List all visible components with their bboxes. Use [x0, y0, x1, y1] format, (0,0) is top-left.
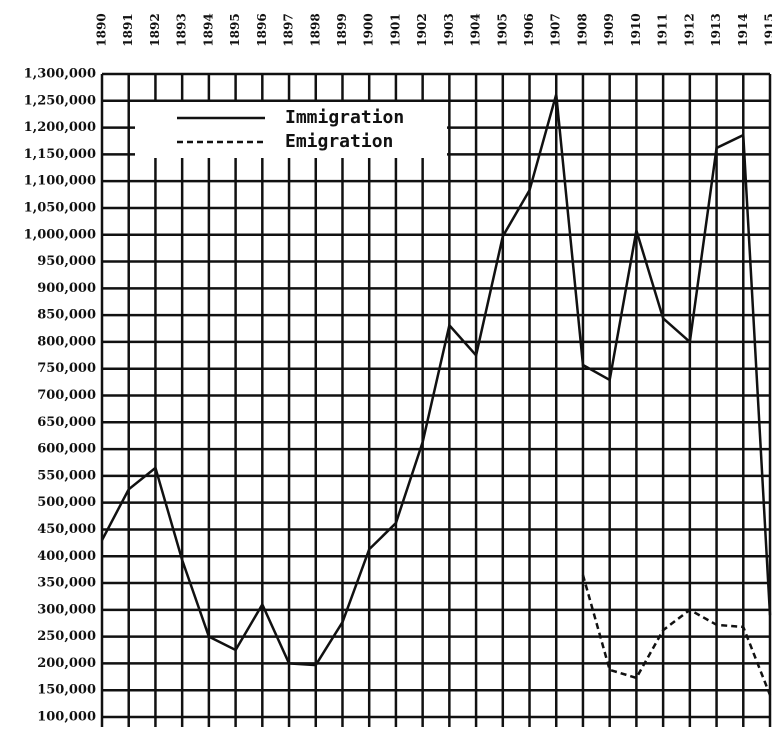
x-tick-label: 1900: [362, 13, 376, 46]
y-tick-label: 150,000: [37, 683, 96, 698]
x-tick-label: 1905: [495, 13, 509, 46]
y-tick-label: 700,000: [37, 388, 96, 403]
y-tick-label: 350,000: [37, 576, 96, 591]
x-tick-label: 1903: [442, 13, 456, 46]
x-tick-label: 1908: [575, 13, 589, 46]
x-tick-label: 1899: [335, 13, 349, 46]
y-tick-label: 400,000: [37, 549, 96, 564]
y-tick-label: 850,000: [37, 308, 96, 323]
y-tick-label: 1,000,000: [24, 227, 96, 242]
y-tick-label: 750,000: [37, 361, 96, 376]
x-tick-label: 1893: [175, 13, 189, 46]
y-tick-label: 650,000: [37, 415, 96, 430]
x-tick-label: 1901: [388, 13, 402, 46]
x-tick-label: 1897: [282, 13, 296, 46]
x-tick-label: 1895: [228, 13, 242, 46]
y-tick-label: 550,000: [37, 468, 96, 483]
y-tick-label: 1,200,000: [24, 120, 96, 135]
x-tick-label: 1891: [121, 13, 135, 46]
x-tick-label: 1910: [629, 13, 643, 46]
y-tick-label: 1,050,000: [24, 200, 96, 215]
x-tick-label: 1911: [656, 13, 670, 46]
x-tick-label: 1909: [602, 13, 616, 46]
x-tick-label: 1898: [308, 13, 322, 46]
y-tick-label: 100,000: [37, 710, 96, 725]
y-tick-label: 500,000: [37, 495, 96, 510]
y-tick-label: 300,000: [37, 602, 96, 617]
x-tick-label: 1892: [148, 13, 162, 46]
y-tick-label: 1,300,000: [24, 67, 96, 82]
y-tick-label: 450,000: [37, 522, 96, 537]
x-tick-label: 1915: [763, 13, 772, 46]
x-tick-label: 1902: [415, 13, 429, 46]
x-tick-label: 1906: [522, 13, 536, 46]
x-tick-label: 1907: [549, 13, 563, 46]
x-tick-label: 1896: [255, 13, 269, 46]
data-line: [581, 574, 772, 696]
x-tick-label: 1894: [201, 13, 215, 46]
y-tick-label: 1,250,000: [24, 93, 96, 108]
legend-box: [135, 102, 447, 158]
y-tick-label: 900,000: [37, 281, 96, 296]
x-tick-label: 1904: [469, 13, 483, 46]
x-tick-label: 1913: [709, 13, 723, 46]
y-tick-label: 800,000: [37, 334, 96, 349]
data-line: [100, 94, 772, 667]
y-tick-label: 950,000: [37, 254, 96, 269]
x-tick-label: 1890: [95, 13, 109, 46]
legend-label: Emigration: [285, 131, 393, 152]
x-tick-label: 1912: [682, 13, 696, 46]
x-tick-label: 1914: [736, 13, 750, 46]
y-tick-label: 200,000: [37, 656, 96, 671]
legend-label: Immigration: [285, 107, 404, 128]
y-tick-label: 1,150,000: [24, 147, 96, 162]
y-tick-label: 1,100,000: [24, 174, 96, 189]
y-tick-label: 250,000: [37, 629, 96, 644]
y-tick-label: 600,000: [37, 442, 96, 457]
